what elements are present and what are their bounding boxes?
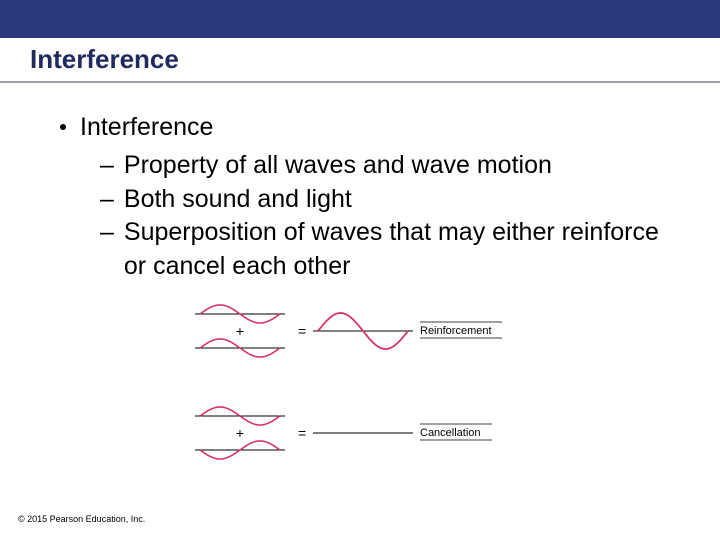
bullet-main: Interference xyxy=(60,111,660,145)
copyright-text: © 2015 Pearson Education, Inc. xyxy=(18,514,145,524)
title-row: Interference xyxy=(0,38,720,83)
bullet-main-text: Interference xyxy=(80,111,213,145)
dash-icon: – xyxy=(100,149,114,183)
dash-icon: – xyxy=(100,216,114,250)
header-bar xyxy=(0,0,720,38)
wave-diagram: + = Reinforcement + = Cancellation xyxy=(60,296,660,506)
sub-bullet-text: Both sound and light xyxy=(124,183,352,217)
sub-bullet-list: – Property of all waves and wave motion … xyxy=(100,149,660,284)
svg-text:=: = xyxy=(298,323,306,339)
svg-text:+: + xyxy=(236,323,244,339)
sub-bullet-item: – Property of all waves and wave motion xyxy=(100,149,660,183)
svg-text:+: + xyxy=(236,425,244,441)
sub-bullet-item: – Superposition of waves that may either… xyxy=(100,216,660,284)
svg-text:Cancellation: Cancellation xyxy=(420,427,481,439)
svg-text:Reinforcement: Reinforcement xyxy=(420,325,492,337)
sub-bullet-item: – Both sound and light xyxy=(100,183,660,217)
wave-svg: + = Reinforcement + = Cancellation xyxy=(190,296,530,506)
content-area: Interference – Property of all waves and… xyxy=(0,83,720,506)
sub-bullet-text: Property of all waves and wave motion xyxy=(124,149,552,183)
sub-bullet-text: Superposition of waves that may either r… xyxy=(124,216,660,284)
dash-icon: – xyxy=(100,183,114,217)
svg-text:=: = xyxy=(298,425,306,441)
page-title: Interference xyxy=(30,44,720,75)
bullet-dot-icon xyxy=(60,124,66,130)
